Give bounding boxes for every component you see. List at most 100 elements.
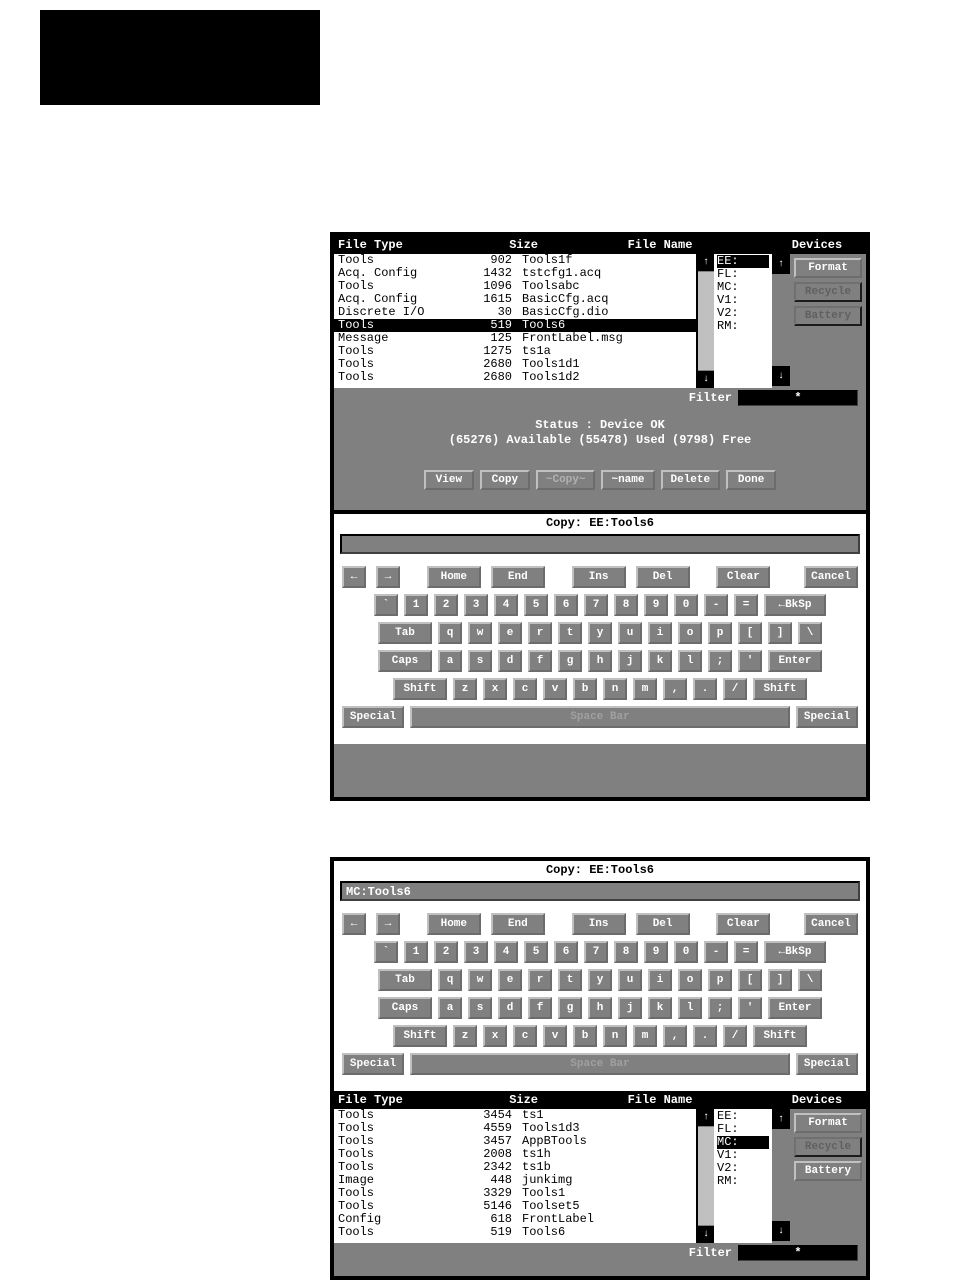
file-row[interactable]: Tools3454ts1 [334,1109,696,1122]
file-row[interactable]: Image448junkimg [334,1174,696,1187]
devices-list[interactable]: EE:FL:MC:V1:V2:RM: [714,1109,772,1243]
dev-scroll-down-icon[interactable]: ↓ [772,366,790,386]
file-row[interactable]: Discrete I/O30BasicCfg.dio [334,306,696,319]
key-o[interactable]: o [678,969,702,991]
key-2[interactable]: 2 [434,941,458,963]
device-item[interactable]: RM: [717,320,769,333]
key-bksp[interactable]: ←BkSp [764,594,826,616]
key-n[interactable]: n [603,1025,627,1047]
key-[interactable]: → [376,566,400,588]
key-clear[interactable]: Clear [716,566,770,588]
key-[interactable]: \ [798,622,822,644]
key-i[interactable]: i [648,622,672,644]
key-x[interactable]: x [483,678,507,700]
file-row[interactable]: Tools2008ts1h [334,1148,696,1161]
format-button[interactable]: Format [794,258,862,278]
file-list[interactable]: Tools3454ts1Tools4559Tools1d3Tools3457Ap… [334,1109,696,1243]
key-[interactable]: . [693,1025,717,1047]
key-del[interactable]: Del [636,566,690,588]
key-[interactable]: / [723,1025,747,1047]
key-1[interactable]: 1 [404,594,428,616]
device-item[interactable]: RM: [717,1175,769,1188]
key-[interactable]: , [663,1025,687,1047]
key-[interactable]: ; [708,650,732,672]
key-2[interactable]: 2 [434,594,458,616]
key-spacebar[interactable]: Space Bar [410,706,790,728]
name-button[interactable]: ~name [601,470,654,490]
devices-scrollbar[interactable]: ↑ ↓ [772,1109,790,1243]
key-v[interactable]: v [543,678,567,700]
key-7[interactable]: 7 [584,941,608,963]
key-q[interactable]: q [438,969,462,991]
key-shift[interactable]: Shift [753,1025,807,1047]
key-t[interactable]: t [558,622,582,644]
key-home[interactable]: Home [427,566,481,588]
key-[interactable]: ` [374,941,398,963]
key-r[interactable]: r [528,622,552,644]
file-row[interactable]: Tools2680Tools1d2 [334,371,696,384]
key-[interactable]: ` [374,594,398,616]
scroll-down-icon[interactable]: ↓ [698,370,714,388]
key-9[interactable]: 9 [644,941,668,963]
key-special[interactable]: Special [342,706,404,728]
file-row[interactable]: Tools2342ts1b [334,1161,696,1174]
done-button[interactable]: Done [726,470,776,490]
key-j[interactable]: j [618,650,642,672]
key-8[interactable]: 8 [614,594,638,616]
key-special[interactable]: Special [796,706,858,728]
key-8[interactable]: 8 [614,941,638,963]
key-[interactable]: , [663,678,687,700]
key-[interactable]: → [376,913,400,935]
key-z[interactable]: z [453,678,477,700]
key-c[interactable]: c [513,1025,537,1047]
key-[interactable]: . [693,678,717,700]
key-del[interactable]: Del [636,913,690,935]
key-4[interactable]: 4 [494,594,518,616]
key-cancel[interactable]: Cancel [804,566,858,588]
key-g[interactable]: g [558,650,582,672]
file-row[interactable]: Config618FrontLabel [334,1213,696,1226]
copy-button[interactable]: ~Copy~ [536,470,596,490]
key-q[interactable]: q [438,622,462,644]
key-clear[interactable]: Clear [716,913,770,935]
key-a[interactable]: a [438,997,462,1019]
file-row[interactable]: Tools3329Tools1 [334,1187,696,1200]
key-[interactable]: ' [738,650,762,672]
file-row[interactable]: Tools519Tools6 [334,319,696,332]
key-0[interactable]: 0 [674,941,698,963]
key-h[interactable]: h [588,997,612,1019]
key-e[interactable]: e [498,969,522,991]
key-m[interactable]: m [633,678,657,700]
key-k[interactable]: k [648,650,672,672]
key-tab[interactable]: Tab [378,969,432,991]
key-o[interactable]: o [678,622,702,644]
key-d[interactable]: d [498,650,522,672]
key-g[interactable]: g [558,997,582,1019]
key-e[interactable]: e [498,622,522,644]
key-enter[interactable]: Enter [768,650,822,672]
filter-input[interactable]: * [738,1245,858,1261]
key-x[interactable]: x [483,1025,507,1047]
scroll-up-icon[interactable]: ↑ [698,254,714,272]
file-row[interactable]: Tools4559Tools1d3 [334,1122,696,1135]
key-p[interactable]: p [708,622,732,644]
key-[interactable]: / [723,678,747,700]
key-[interactable]: ← [342,566,366,588]
key-9[interactable]: 9 [644,594,668,616]
key-end[interactable]: End [491,913,545,935]
dev-scroll-down-icon[interactable]: ↓ [772,1221,790,1241]
file-row[interactable]: Tools5146Toolset5 [334,1200,696,1213]
key-7[interactable]: 7 [584,594,608,616]
key-6[interactable]: 6 [554,941,578,963]
devices-list[interactable]: EE:FL:MC:V1:V2:RM: [714,254,772,388]
key-r[interactable]: r [528,969,552,991]
key-5[interactable]: 5 [524,594,548,616]
key-5[interactable]: 5 [524,941,548,963]
key-c[interactable]: c [513,678,537,700]
key-end[interactable]: End [491,566,545,588]
key-v[interactable]: v [543,1025,567,1047]
key-j[interactable]: j [618,997,642,1019]
copy-destination-input[interactable] [340,534,860,554]
file-list[interactable]: Tools902Tools1fAcq. Config1432tstcfg1.ac… [334,254,696,388]
key-i[interactable]: i [648,969,672,991]
